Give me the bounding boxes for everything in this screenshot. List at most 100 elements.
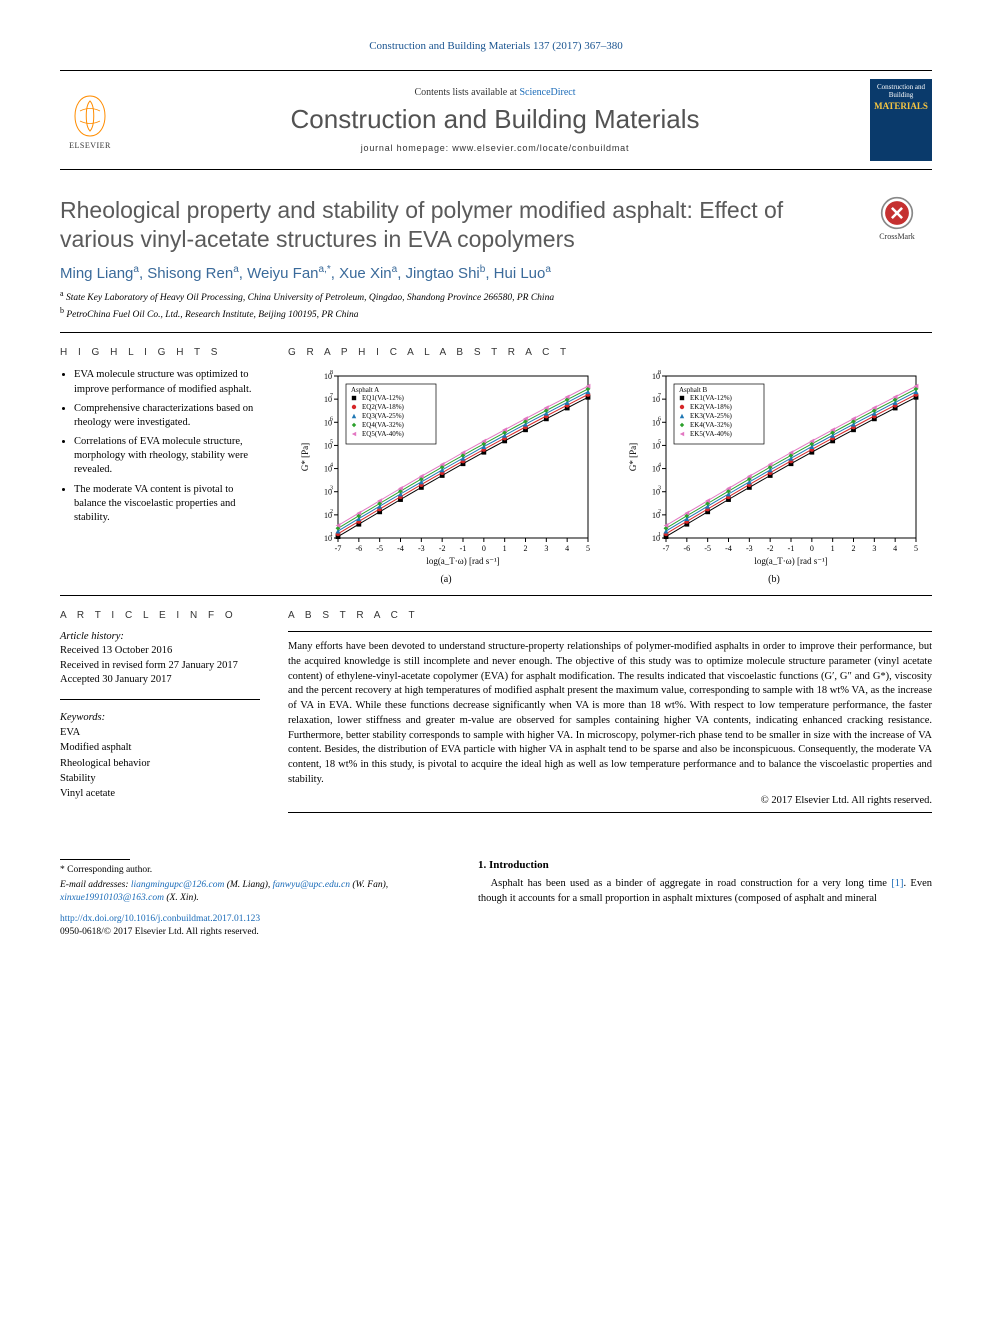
- highlights-label: H I G H L I G H T S: [60, 347, 260, 358]
- svg-text:1: 1: [503, 544, 507, 553]
- svg-text:-2: -2: [767, 544, 774, 553]
- chart-a-sublabel: (a): [288, 574, 604, 585]
- svg-text:-7: -7: [335, 544, 342, 553]
- svg-text:G* [Pa]: G* [Pa]: [300, 443, 310, 471]
- doi-block: http://dx.doi.org/10.1016/j.conbuildmat.…: [60, 913, 450, 939]
- svg-text:EQ1(VA-12%): EQ1(VA-12%): [362, 394, 405, 402]
- contents-prefix: Contents lists available at: [414, 87, 519, 98]
- highlight-item: The moderate VA content is pivotal to ba…: [74, 483, 260, 526]
- keywords-label: Keywords:: [60, 710, 260, 725]
- svg-text:EQ5(VA-40%): EQ5(VA-40%): [362, 430, 405, 438]
- email-link[interactable]: liangmingupc@126.com: [131, 880, 224, 890]
- article-info-label: A R T I C L E I N F O: [60, 610, 260, 621]
- svg-text:1: 1: [831, 544, 835, 553]
- svg-text:EK3(VA-25%): EK3(VA-25%): [690, 412, 733, 420]
- journal-name: Construction and Building Materials: [132, 104, 858, 135]
- svg-text:4: 4: [893, 544, 897, 553]
- copyright-line: © 2017 Elsevier Ltd. All rights reserved…: [288, 795, 932, 806]
- svg-text:EQ4(VA-32%): EQ4(VA-32%): [362, 421, 405, 429]
- keyword-item: Stability: [60, 771, 260, 786]
- svg-text:1: 1: [658, 532, 661, 538]
- svg-text:4: 4: [658, 463, 661, 469]
- corresponding-author-footnote: * Corresponding author. E-mail addresses…: [60, 864, 450, 904]
- svg-text:-6: -6: [683, 544, 690, 553]
- svg-text:3: 3: [544, 544, 548, 553]
- abstract-label: A B S T R A C T: [288, 610, 932, 621]
- svg-text:G* [Pa]: G* [Pa]: [628, 443, 638, 471]
- journal-cover-thumb: Construction and Building MATERIALS: [870, 79, 932, 161]
- history-received: Received 13 October 2016: [60, 644, 260, 658]
- svg-text:-5: -5: [376, 544, 383, 553]
- contents-lists-line: Contents lists available at ScienceDirec…: [132, 87, 858, 98]
- svg-text:8: 8: [658, 370, 661, 376]
- svg-text:5: 5: [658, 440, 661, 446]
- svg-text:EK1(VA-12%): EK1(VA-12%): [690, 394, 733, 402]
- svg-text:2: 2: [658, 509, 661, 515]
- history-label: Article history:: [60, 631, 260, 642]
- svg-text:-1: -1: [788, 544, 795, 553]
- svg-text:-3: -3: [418, 544, 425, 553]
- email-link[interactable]: fanwyu@upc.edu.cn: [273, 880, 350, 890]
- svg-text:0: 0: [810, 544, 814, 553]
- svg-text:EQ3(VA-25%): EQ3(VA-25%): [362, 412, 405, 420]
- svg-text:-4: -4: [397, 544, 404, 553]
- svg-text:Asphalt A: Asphalt A: [351, 386, 379, 394]
- publisher-name: ELSEVIER: [69, 141, 111, 150]
- sciencedirect-link[interactable]: ScienceDirect: [519, 87, 575, 98]
- svg-text:log(a_T·ω) [rad s⁻¹]: log(a_T·ω) [rad s⁻¹]: [426, 556, 499, 566]
- abstract-text: Many efforts have been devoted to unders…: [288, 640, 932, 787]
- svg-text:8: 8: [330, 370, 333, 376]
- chart-b: -7-6-5-4-3-2-101234510110210310410510610…: [616, 368, 932, 568]
- reference-link[interactable]: [1]: [891, 878, 903, 889]
- svg-text:EK4(VA-32%): EK4(VA-32%): [690, 421, 733, 429]
- svg-text:-2: -2: [439, 544, 446, 553]
- affiliations: a State Key Laboratory of Heavy Oil Proc…: [60, 288, 932, 323]
- authors-line: Ming Lianga, Shisong Rena, Weiyu Fana,*,…: [60, 264, 932, 282]
- keyword-item: Modified asphalt: [60, 740, 260, 755]
- svg-text:7: 7: [658, 394, 661, 400]
- issn-line: 0950-0618/© 2017 Elsevier Ltd. All right…: [60, 927, 259, 937]
- introduction-heading: 1. Introduction: [478, 859, 932, 871]
- svg-text:5: 5: [330, 440, 333, 446]
- keyword-item: Vinyl acetate: [60, 786, 260, 801]
- svg-text:6: 6: [330, 417, 333, 423]
- svg-text:Asphalt B: Asphalt B: [679, 386, 708, 394]
- svg-text:5: 5: [914, 544, 918, 553]
- running-head: Construction and Building Materials 137 …: [60, 40, 932, 52]
- svg-text:-4: -4: [725, 544, 732, 553]
- email-link[interactable]: xinxue19910103@163.com: [60, 893, 164, 903]
- svg-text:-1: -1: [460, 544, 467, 553]
- svg-text:1: 1: [330, 532, 333, 538]
- elsevier-logo: ELSEVIER: [60, 85, 120, 155]
- keyword-item: EVA: [60, 725, 260, 740]
- introduction-paragraph: Asphalt has been used as a binder of agg…: [478, 877, 932, 906]
- journal-homepage: journal homepage: www.elsevier.com/locat…: [132, 143, 858, 153]
- svg-text:4: 4: [565, 544, 569, 553]
- svg-text:EQ2(VA-18%): EQ2(VA-18%): [362, 403, 405, 411]
- svg-text:-7: -7: [663, 544, 670, 553]
- svg-text:5: 5: [586, 544, 590, 553]
- svg-text:EK2(VA-18%): EK2(VA-18%): [690, 403, 733, 411]
- svg-text:-6: -6: [355, 544, 362, 553]
- article-title: Rheological property and stability of po…: [60, 196, 862, 254]
- doi-link[interactable]: http://dx.doi.org/10.1016/j.conbuildmat.…: [60, 914, 260, 924]
- svg-text:2: 2: [524, 544, 528, 553]
- svg-text:-5: -5: [704, 544, 711, 553]
- svg-text:7: 7: [330, 394, 333, 400]
- keyword-item: Rheological behavior: [60, 756, 260, 771]
- chart-a: -7-6-5-4-3-2-101234510110210310410510610…: [288, 368, 604, 568]
- history-revised: Received in revised form 27 January 2017: [60, 659, 260, 673]
- svg-text:6: 6: [658, 417, 661, 423]
- svg-text:4: 4: [330, 463, 333, 469]
- svg-text:EK5(VA-40%): EK5(VA-40%): [690, 430, 733, 438]
- graphical-abstract-label: G R A P H I C A L A B S T R A C T: [288, 347, 932, 358]
- svg-text:-3: -3: [746, 544, 753, 553]
- masthead: ELSEVIER Contents lists available at Sci…: [60, 70, 932, 170]
- svg-text:3: 3: [872, 544, 876, 553]
- svg-text:2: 2: [330, 509, 333, 515]
- svg-text:3: 3: [658, 486, 661, 492]
- homepage-url[interactable]: www.elsevier.com/locate/conbuildmat: [452, 143, 629, 153]
- highlight-item: EVA molecule structure was optimized to …: [74, 368, 260, 396]
- crossmark-badge[interactable]: CrossMark: [862, 196, 932, 241]
- svg-text:0: 0: [482, 544, 486, 553]
